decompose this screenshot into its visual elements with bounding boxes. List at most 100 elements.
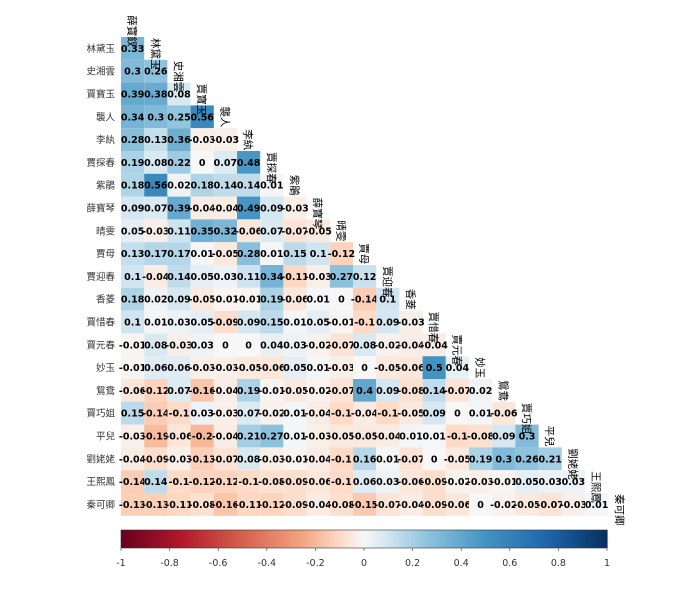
heatmap-cell — [167, 493, 191, 516]
cell-value: 0.14 — [144, 477, 168, 488]
colorbar-segment — [125, 530, 129, 548]
colorbar-segment — [278, 530, 282, 548]
colorbar-segment — [570, 530, 574, 548]
heatmap-cell — [376, 401, 400, 425]
colorbar-segment — [305, 530, 309, 548]
heatmap-cell — [260, 447, 284, 471]
colorbar-segment — [213, 530, 217, 548]
row-label: 香菱 — [96, 294, 116, 306]
heatmap-cell — [121, 447, 145, 471]
cell-value: 0.1 — [310, 249, 327, 260]
colorbar-segment — [215, 530, 219, 548]
heatmap-cell — [399, 333, 423, 357]
cell-value: 0.39 — [167, 204, 190, 215]
cell-value: 0.07 — [237, 409, 260, 420]
colorbar-segment — [359, 530, 363, 548]
heatmap-cell — [121, 401, 145, 425]
cell-value: 0.08 — [353, 340, 377, 351]
heatmap-cell — [306, 287, 330, 311]
column-label: 林黛玉 — [149, 38, 162, 70]
heatmap-cell — [190, 470, 214, 493]
cell-value: -0.1 — [447, 432, 468, 443]
heatmap-cell — [237, 310, 261, 334]
cell-value: 0.13 — [121, 249, 144, 260]
cell-value: 0.09 — [376, 386, 399, 397]
heatmap-cell — [329, 356, 353, 379]
heatmap-cell — [144, 128, 168, 151]
cell-value: -0.04 — [212, 204, 240, 215]
cell-value: 0.09 — [492, 432, 515, 443]
heatmap-cell — [422, 493, 446, 516]
column-label: 王熙鳳 — [590, 471, 602, 503]
cell-value: -0.01 — [119, 340, 146, 351]
cell-value: -0.01 — [119, 363, 146, 374]
cell-value: -0.04 — [374, 432, 402, 443]
colorbar-segment — [393, 530, 397, 548]
cell-value: -0.02 — [490, 500, 517, 511]
heatmap-cell — [190, 287, 214, 311]
colorbar-segment — [169, 530, 173, 548]
colorbar-segment — [225, 530, 229, 548]
heatmap-cell — [237, 447, 261, 471]
cell-value: 0.5 — [426, 363, 443, 374]
cell-value: -0.14 — [119, 477, 147, 488]
heatmap-cell — [306, 401, 330, 425]
cell-value: -0.06 — [281, 295, 309, 306]
heatmap-cell — [144, 310, 168, 334]
cell-value: 0.06 — [353, 477, 377, 488]
cell-value: -0.03 — [328, 363, 355, 374]
heatmap-cell — [260, 401, 284, 425]
cell-value: -0.03 — [212, 363, 239, 374]
cell-value: -0.12 — [258, 500, 285, 511]
colorbar-segment — [186, 530, 190, 548]
colorbar-segment — [407, 530, 411, 548]
cell-value: 0.14 — [237, 181, 261, 192]
colorbar-segment — [220, 530, 224, 548]
colorbar-segment — [172, 530, 176, 548]
colorbar-segment — [398, 530, 402, 548]
cell-value: 0.15 — [121, 409, 144, 420]
cell-value: -0.07 — [281, 226, 308, 237]
row-label: 李紈 — [96, 134, 116, 146]
colorbar-tick-label: 0.4 — [454, 558, 469, 569]
colorbar-segment — [286, 530, 290, 548]
colorbar-segment — [349, 530, 353, 548]
colorbar-segment — [376, 530, 380, 548]
cell-value: -0.03 — [119, 432, 146, 443]
heatmap-cell — [469, 401, 493, 425]
colorbar-segment — [390, 530, 394, 548]
cell-value: -0.03 — [560, 500, 587, 511]
colorbar-segment — [580, 530, 584, 548]
colorbar-segment — [512, 530, 516, 548]
heatmap-cell — [121, 265, 145, 288]
colorbar-segment — [378, 530, 382, 548]
cell-value: 0.34 — [121, 112, 145, 123]
colorbar-segment — [254, 530, 258, 548]
heatmap-cell — [445, 470, 469, 493]
heatmap-cell — [121, 379, 145, 402]
heatmap-cell — [538, 447, 562, 471]
heatmap-cell — [144, 82, 168, 106]
column-label: 妙玉 — [474, 357, 487, 378]
colorbar-tick-label: 0 — [361, 558, 367, 569]
heatmap-cell — [213, 470, 237, 493]
colorbar-segment — [293, 530, 297, 548]
heatmap-cell — [213, 265, 237, 288]
colorbar-segment — [388, 530, 392, 548]
colorbar-segment — [142, 530, 146, 548]
heatmap-cell — [167, 265, 191, 288]
heatmap-cell — [422, 401, 446, 425]
colorbar-segment — [295, 530, 299, 548]
heatmap-cell — [213, 287, 237, 311]
colorbar-segment — [140, 530, 144, 548]
cell-value: -0.07 — [444, 386, 471, 397]
colorbar-segment — [451, 530, 455, 548]
cell-value: 0.05 — [306, 318, 329, 329]
cell-value: 0.07 — [260, 226, 283, 237]
cell-value: 0.01 — [260, 249, 283, 260]
colorbar-segment — [133, 530, 137, 548]
heatmap-cell — [260, 470, 284, 493]
heatmap-cell — [121, 173, 145, 197]
cell-value: 0.12 — [353, 272, 376, 283]
cell-value: 0.1 — [124, 318, 141, 329]
